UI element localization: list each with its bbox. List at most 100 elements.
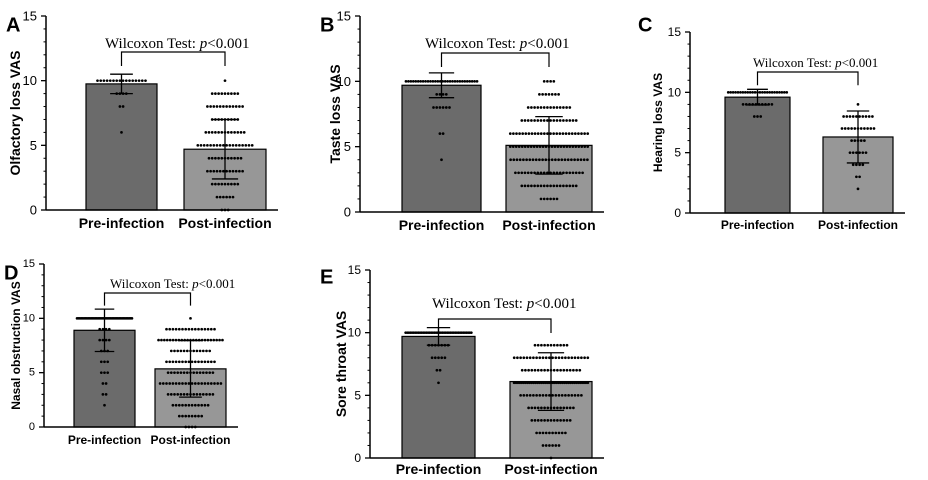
data-point xyxy=(867,115,871,118)
data-point xyxy=(185,349,189,353)
data-point xyxy=(198,393,202,396)
data-point xyxy=(541,431,545,435)
data-point xyxy=(226,156,230,160)
data-point xyxy=(564,393,567,397)
data-point xyxy=(182,349,186,353)
data-point xyxy=(850,127,853,130)
data-point xyxy=(544,431,548,435)
data-point xyxy=(546,419,550,422)
data-point xyxy=(184,327,188,331)
data-point xyxy=(578,368,582,372)
data-point xyxy=(564,132,568,135)
data-point xyxy=(561,132,565,135)
data-point xyxy=(570,393,574,397)
significance-annotation: Wilcoxon Test: p<0.001 xyxy=(105,36,249,52)
data-point xyxy=(565,406,569,410)
data-point xyxy=(433,356,437,360)
data-point xyxy=(539,119,543,122)
data-point xyxy=(541,393,545,397)
data-point xyxy=(225,105,228,108)
y-axis-label: Olfactory loss VAS xyxy=(7,50,23,175)
data-point xyxy=(869,127,873,130)
data-point xyxy=(411,79,415,83)
data-point xyxy=(553,381,557,385)
data-point xyxy=(864,151,868,155)
data-point xyxy=(572,406,575,410)
data-point xyxy=(574,119,578,122)
annotation-p: p xyxy=(519,36,528,52)
y-tick-label: 5 xyxy=(30,138,37,153)
data-point xyxy=(225,143,228,147)
data-point xyxy=(102,79,106,83)
data-point xyxy=(523,184,527,188)
data-point xyxy=(171,382,175,385)
data-point xyxy=(228,195,232,199)
data-point xyxy=(128,79,131,83)
data-point xyxy=(448,106,451,109)
data-point xyxy=(840,127,844,130)
data-point xyxy=(236,92,240,95)
data-point xyxy=(438,93,442,96)
data-point xyxy=(536,381,539,385)
data-point xyxy=(517,171,520,175)
data-point xyxy=(179,393,183,396)
data-point xyxy=(177,360,181,364)
data-point xyxy=(731,90,735,94)
data-point xyxy=(208,393,212,396)
data-point xyxy=(861,151,865,155)
y-tick-label: 10 xyxy=(23,312,35,324)
data-point xyxy=(544,356,548,360)
data-point xyxy=(226,92,230,95)
data-point xyxy=(563,158,567,162)
data-point xyxy=(101,327,105,331)
data-point xyxy=(211,393,215,396)
data-point xyxy=(546,184,549,188)
data-point xyxy=(853,127,857,130)
data-point xyxy=(470,79,474,83)
data-point xyxy=(533,119,536,122)
data-point xyxy=(182,393,186,396)
data-point xyxy=(98,327,102,331)
data-point xyxy=(103,403,106,407)
data-point xyxy=(103,360,106,364)
data-point xyxy=(557,356,561,360)
data-point xyxy=(736,90,740,94)
data-point xyxy=(568,106,572,109)
annotation-p: p xyxy=(526,296,535,312)
data-point xyxy=(536,184,540,188)
data-point xyxy=(571,381,574,385)
bar-pre-infection xyxy=(85,83,158,211)
data-point xyxy=(554,158,557,162)
data-point xyxy=(115,79,119,83)
data-point xyxy=(233,156,236,160)
data-point xyxy=(435,93,439,96)
data-point xyxy=(206,105,209,108)
data-point xyxy=(559,343,562,347)
data-point xyxy=(550,158,554,162)
data-point xyxy=(856,103,860,106)
data-point xyxy=(453,79,457,83)
data-point xyxy=(546,368,550,372)
data-point xyxy=(409,79,413,83)
data-point xyxy=(516,356,519,360)
data-point xyxy=(556,145,560,149)
annotation-label: Wilcoxon Test: xyxy=(105,36,200,52)
data-point xyxy=(554,444,558,447)
data-point xyxy=(176,349,180,353)
data-point xyxy=(521,132,525,135)
data-point xyxy=(514,145,518,149)
data-point xyxy=(567,356,570,360)
data-point xyxy=(169,349,173,353)
data-point xyxy=(215,195,219,199)
data-point xyxy=(530,171,533,175)
data-point xyxy=(554,431,558,435)
data-point xyxy=(217,182,220,186)
data-point xyxy=(544,393,548,397)
data-point xyxy=(179,349,183,353)
data-point xyxy=(99,371,103,375)
panel-c: C Hearing loss VAS Pre-infection Post-infec… xyxy=(638,15,905,232)
data-point xyxy=(210,182,214,186)
data-point xyxy=(177,414,181,418)
data-point xyxy=(526,184,530,188)
data-point xyxy=(169,371,173,375)
